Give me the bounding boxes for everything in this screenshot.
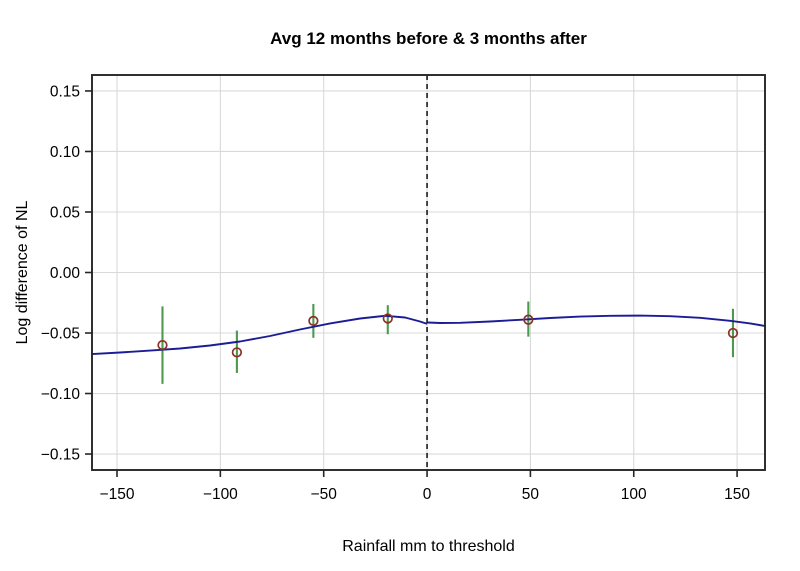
x-tick-label: −150 bbox=[100, 486, 135, 503]
x-axis-title: Rainfall mm to threshold bbox=[342, 538, 515, 555]
axis-layer: −150 −100 −50 0 50 100 150 −0.15 −0.10 −0.05 0.00 0… bbox=[41, 74, 766, 503]
fit-line-left bbox=[91, 314, 428, 356]
grid-layer bbox=[92, 75, 765, 470]
data-point bbox=[231, 347, 243, 358]
data-point bbox=[382, 313, 393, 324]
x-tick-label: −100 bbox=[203, 486, 238, 503]
y-tick-label: 0.05 bbox=[50, 204, 80, 221]
y-tick-label: −0.10 bbox=[41, 386, 81, 403]
y-tick-label: −0.15 bbox=[41, 447, 80, 464]
data-layer bbox=[91, 75, 766, 470]
x-tick-label: −50 bbox=[311, 486, 338, 503]
y-axis-title: Log difference of NL bbox=[14, 201, 31, 345]
data-point bbox=[727, 327, 739, 339]
x-tick-label: 50 bbox=[522, 486, 540, 503]
data-point bbox=[157, 339, 168, 351]
y-tick-label: 0.00 bbox=[50, 265, 81, 282]
x-tick-label: 0 bbox=[423, 486, 432, 503]
y-tick-label: 0.10 bbox=[50, 144, 81, 161]
data-point bbox=[308, 315, 319, 327]
chart-title: Avg 12 months before & 3 months after bbox=[270, 29, 587, 48]
x-tick-label: 100 bbox=[621, 486, 647, 503]
y-tick-label: −0.05 bbox=[41, 326, 80, 343]
fit-line-right bbox=[426, 314, 766, 327]
data-point bbox=[523, 314, 534, 325]
y-tick-label: 0.15 bbox=[50, 83, 80, 100]
x-tick-label: 150 bbox=[724, 486, 750, 503]
